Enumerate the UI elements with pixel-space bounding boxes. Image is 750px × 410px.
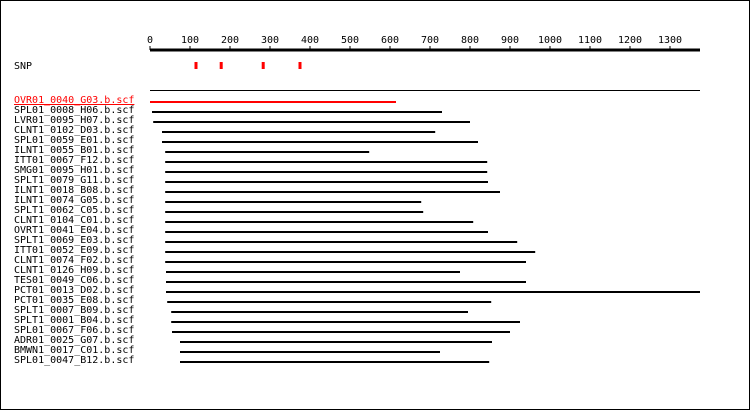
read-bar [180, 341, 492, 343]
read-label: ILNT1_0074_G05.b.scf [14, 195, 134, 206]
read-label: ITT01_0052_E09.b.scf [14, 245, 134, 256]
snp-label: SNP [14, 61, 32, 72]
read-bar [165, 181, 488, 183]
x-tick-label: 0 [147, 35, 153, 46]
read-label: SPLT1_0079_G11.b.scf [14, 175, 134, 186]
read-bar [165, 241, 518, 243]
read-label: SPL01_0059_E01.b.scf [14, 135, 134, 146]
x-tick-label: 700 [421, 35, 439, 46]
read-bar [171, 311, 468, 313]
read-bar [167, 301, 492, 303]
read-bar [166, 271, 460, 273]
read-bar [166, 291, 700, 293]
read-label: SPLT1_0007_B09.b.scf [14, 305, 134, 316]
read-label: CLNT1_0102_D03.b.scf [14, 125, 134, 136]
snp-marker [219, 62, 223, 69]
snp-marker [194, 62, 198, 69]
x-tick-label: 1200 [618, 35, 642, 46]
read-label: CLNT1_0104_C01.b.scf [14, 215, 134, 226]
read-bar [162, 141, 478, 143]
read-label: ITT01_0067_F12.b.scf [14, 155, 134, 166]
read-label: PCT01_0035_E08.b.scf [14, 295, 134, 306]
read-label: CLNT1_0074_F02.b.scf [14, 255, 134, 266]
read-bar [166, 281, 526, 283]
read-label: OVR01_0040_G03.b.scf [14, 95, 134, 106]
read-bar [152, 111, 442, 113]
read-label: CLNT1_0126_H09.b.scf [14, 265, 134, 276]
read-bar [150, 101, 396, 103]
read-bar [165, 161, 488, 163]
read-bar [165, 211, 424, 213]
x-tick-label: 600 [381, 35, 399, 46]
x-tick-label: 400 [301, 35, 319, 46]
x-tick-label: 500 [341, 35, 359, 46]
read-label: ILNT1_0018_B08.b.scf [14, 185, 134, 196]
read-bar [153, 121, 470, 123]
read-label: SPL01_0008_H06.b.scf [14, 105, 134, 116]
read-bar [165, 261, 526, 263]
read-label: SPLT1_0001_B04.b.scf [14, 315, 134, 326]
snp-marker [261, 62, 265, 69]
x-tick-label: 900 [501, 35, 519, 46]
x-tick-label: 1100 [578, 35, 602, 46]
read-label: SPLT1_0069_E03.b.scf [14, 235, 134, 246]
x-tick-label: 1000 [538, 35, 562, 46]
x-tick-label: 100 [181, 35, 199, 46]
read-label: TES01_0049_C06.b.scf [14, 275, 134, 286]
read-bar [171, 321, 520, 323]
snp-marker [298, 62, 302, 69]
read-bar [165, 221, 474, 223]
read-bar [180, 361, 490, 363]
read-label: SMG01_0095_H01.b.scf [14, 165, 134, 176]
read-bar [165, 201, 422, 203]
read-bar [165, 191, 500, 193]
read-label: ILNT1_0055_B01.b.scf [14, 145, 134, 156]
x-tick-label: 200 [221, 35, 239, 46]
read-bar [165, 231, 488, 233]
read-bar [165, 151, 370, 153]
read-bar [172, 331, 510, 333]
read-bar [165, 251, 536, 253]
read-label: BMWN1_0017_C01.b.scf [14, 345, 134, 356]
read-label: PCT01_0013_D02.b.scf [14, 285, 134, 296]
x-tick-label: 800 [461, 35, 479, 46]
read-label: LVR01_0095_H07.b.scf [14, 115, 134, 126]
read-label: OVRT1_0041_E04.b.scf [14, 225, 134, 236]
read-label: SPLT1_0062_C05.b.scf [14, 205, 134, 216]
read-label: SPL01_0067_F06.b.scf [14, 325, 134, 336]
read-bar [180, 351, 440, 353]
read-bar [162, 131, 436, 133]
x-tick-label: 300 [261, 35, 279, 46]
x-tick-label: 1300 [658, 35, 682, 46]
read-label: ADR01_0025_G07.b.scf [14, 335, 134, 346]
read-bar [165, 171, 488, 173]
read-label: SPL01_0047_B12.b.scf [14, 355, 134, 366]
